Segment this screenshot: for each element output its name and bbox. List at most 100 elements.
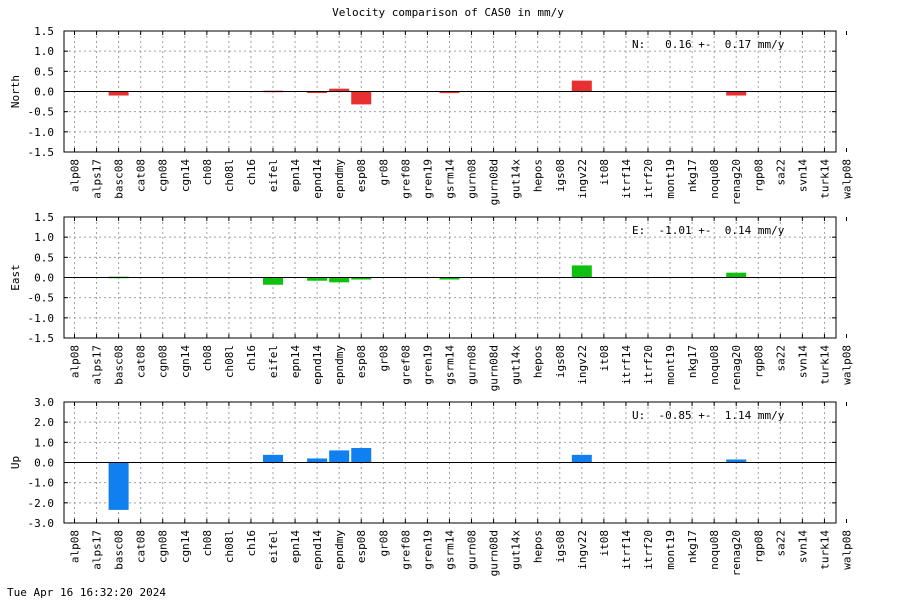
bar-epndmy bbox=[329, 88, 350, 92]
x-tick-label: walp08 bbox=[841, 345, 854, 385]
y-tick-label: 2.0 bbox=[34, 416, 54, 429]
x-tick-label: gut14x bbox=[510, 530, 523, 570]
x-tick-label: ch08l bbox=[223, 530, 236, 563]
x-tick-label: ch16 bbox=[245, 159, 258, 186]
x-tick-label: renag20 bbox=[730, 530, 743, 576]
y-tick-label: 0.5 bbox=[34, 65, 54, 78]
x-tick-label: noqu08 bbox=[708, 159, 721, 199]
panel-east: 1.5 1.0 0.5 0.0 -0.5 -1.0 -1.5 alp08 alps17 basc0… bbox=[9, 211, 854, 391]
plot-frame bbox=[63, 216, 837, 339]
x-tick-label: cat08 bbox=[135, 345, 148, 378]
y-tick-label: 0.0 bbox=[34, 457, 54, 470]
bar-epndmy bbox=[329, 450, 350, 463]
x-tick-label: basc08 bbox=[113, 345, 126, 385]
x-tick-label: alps17 bbox=[91, 345, 104, 385]
x-tick-label: eifel bbox=[267, 530, 280, 563]
x-tick-label: gurn08d bbox=[488, 345, 501, 391]
panel-up: 3.0 2.0 1.0 0.0 -1.0 -2.0 -3.0 alp08 alps17 basc0… bbox=[9, 396, 854, 576]
x-tick-label: hepos bbox=[532, 530, 545, 563]
x-tick-label: ch08l bbox=[223, 159, 236, 192]
x-tick-label: gurn08 bbox=[466, 345, 479, 385]
plot-frame bbox=[63, 30, 837, 153]
x-tick-label: igs08 bbox=[554, 345, 567, 378]
bar-epnd14 bbox=[307, 277, 328, 281]
x-tick-label: gurn08 bbox=[466, 530, 479, 570]
x-tick-label: it08 bbox=[598, 345, 611, 372]
x-tick-label: hepos bbox=[532, 159, 545, 192]
chart-title: Velocity comparison of CAS0 in mm/y bbox=[332, 6, 564, 19]
bar-basc08 bbox=[108, 462, 129, 510]
y-axis-label: East bbox=[9, 264, 22, 291]
x-tick-label: gsrm14 bbox=[443, 345, 456, 385]
y-tick-label: 1.0 bbox=[34, 45, 54, 58]
bar-esp08 bbox=[351, 277, 372, 280]
velocity-annotation: N: 0.16 +- 0.17 mm/y bbox=[632, 38, 785, 51]
x-tick-label: gren19 bbox=[421, 159, 434, 199]
x-tick-label: epnd14 bbox=[311, 530, 324, 570]
bar-esp08 bbox=[351, 447, 372, 463]
x-tick-label: mont19 bbox=[664, 345, 677, 385]
bar-eifel bbox=[263, 277, 284, 285]
panel-north: 1.5 1.0 0.5 0.0 -0.5 -1.0 -1.5 alp08 alps17 basc0… bbox=[9, 25, 854, 205]
x-tick-label: svn14 bbox=[796, 345, 809, 378]
y-tick-label: -3.0 bbox=[28, 517, 55, 530]
x-tick-label: gurn08d bbox=[488, 530, 501, 576]
x-tick-label: rgp08 bbox=[752, 159, 765, 192]
x-tick-label: alps17 bbox=[91, 159, 104, 199]
x-tick-label: epnd14 bbox=[311, 159, 324, 199]
x-tick-label: gr08 bbox=[377, 530, 390, 557]
x-tick-label: ch08 bbox=[201, 345, 214, 372]
bar-renag20 bbox=[726, 91, 747, 96]
x-tick-label: hepos bbox=[532, 345, 545, 378]
x-tick-label: gsrm14 bbox=[443, 530, 456, 570]
x-tick-label: eifel bbox=[267, 345, 280, 378]
x-tick-label: ch08l bbox=[223, 345, 236, 378]
y-tick-label: 1.5 bbox=[34, 25, 54, 38]
x-tick-label: epn14 bbox=[289, 159, 302, 192]
y-tick-label: 3.0 bbox=[34, 396, 54, 409]
x-tick-label: turk14 bbox=[818, 159, 831, 199]
x-tick-label: itrf20 bbox=[642, 159, 655, 199]
x-tick-label: ingv22 bbox=[576, 159, 589, 199]
x-tick-label: gref08 bbox=[399, 159, 412, 199]
bar-gsrm14 bbox=[439, 91, 460, 94]
x-tick-label: gren19 bbox=[421, 345, 434, 385]
x-tick-label: cgn14 bbox=[179, 345, 192, 378]
y-tick-label: 0.5 bbox=[34, 251, 54, 264]
x-tick-label: cat08 bbox=[135, 159, 148, 192]
x-tick-label: walp08 bbox=[841, 530, 854, 570]
x-tick-label: svn14 bbox=[796, 530, 809, 563]
x-tick-label: igs08 bbox=[554, 530, 567, 563]
x-tick-label: gref08 bbox=[399, 530, 412, 570]
bar-eifel bbox=[263, 454, 284, 463]
bar-gsrm14 bbox=[439, 277, 460, 280]
x-tick-label: sa22 bbox=[774, 530, 787, 557]
x-tick-label: epnd14 bbox=[311, 345, 324, 385]
x-tick-label: renag20 bbox=[730, 159, 743, 205]
x-tick-label: svn14 bbox=[796, 159, 809, 192]
x-tick-label: rgp08 bbox=[752, 530, 765, 563]
bar-ingv22 bbox=[571, 454, 592, 463]
x-tick-label: mont19 bbox=[664, 159, 677, 199]
x-tick-label: epndmy bbox=[333, 159, 346, 199]
x-tick-label: gr08 bbox=[377, 159, 390, 186]
y-tick-label: 1.0 bbox=[34, 231, 54, 244]
x-tick-label: it08 bbox=[598, 159, 611, 186]
y-tick-label: -1.0 bbox=[28, 312, 55, 325]
x-tick-label: it08 bbox=[598, 530, 611, 557]
bar-ingv22 bbox=[571, 80, 592, 92]
x-tick-label: itrf20 bbox=[642, 530, 655, 570]
velocity-annotation: U: -0.85 +- 1.14 mm/y bbox=[632, 409, 785, 422]
y-tick-label: 1.5 bbox=[34, 211, 54, 224]
bar-epnd14 bbox=[307, 91, 328, 93]
y-axis-label: Up bbox=[9, 456, 22, 469]
y-tick-label: 0.0 bbox=[34, 86, 54, 99]
x-tick-label: itrf14 bbox=[620, 159, 633, 199]
x-tick-label: gurn08 bbox=[466, 159, 479, 199]
y-tick-label: 0.0 bbox=[34, 272, 54, 285]
bar-epnd14 bbox=[307, 458, 328, 463]
x-tick-label: itrf14 bbox=[620, 345, 633, 385]
y-tick-label: -0.5 bbox=[28, 106, 55, 119]
x-tick-label: cgn14 bbox=[179, 159, 192, 192]
